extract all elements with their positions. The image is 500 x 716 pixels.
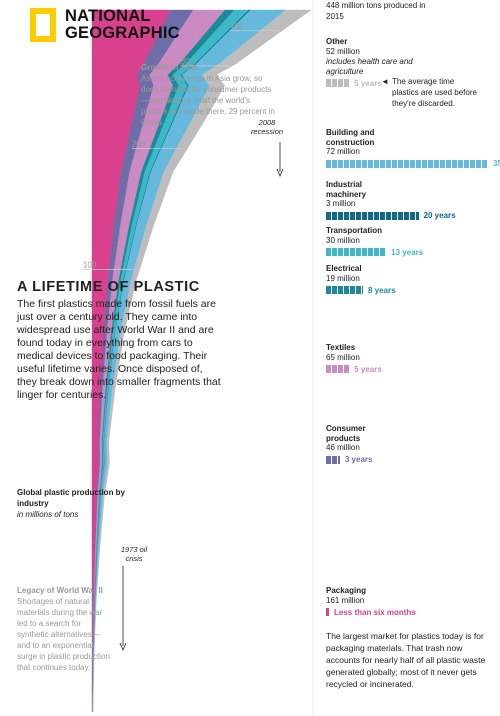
ww2-note-title: Legacy of World War II (17, 586, 103, 595)
legend-name: Packaging (326, 586, 367, 595)
legend-consumer-products: Consumer products 46 million 3 years (326, 424, 388, 464)
lifetime-label: 5 years (354, 78, 382, 88)
asia-note: Growth in Asia As the economies in Asia … (141, 62, 276, 128)
legend-value: 19 million (326, 273, 360, 283)
lifetime-bar (326, 248, 387, 256)
lifetime-bar (326, 365, 350, 373)
nat-geo-logo: NATIONAL GEOGRAPHIC (30, 8, 180, 42)
legend-note: includes health care and agriculture (326, 56, 413, 76)
lifetime-label: 8 years (368, 285, 396, 295)
lifetime-bar (326, 286, 364, 294)
legend-value: 30 million (326, 235, 360, 245)
lifetime-label: 5 years (354, 364, 382, 374)
legend-name: Transportation (326, 226, 383, 235)
chart-label-units: in millions of tons (17, 510, 79, 519)
tick-label-300: 300 (181, 57, 195, 66)
lifetime-bar (326, 79, 350, 87)
legend-value: 46 million (326, 443, 360, 452)
oil-crisis-annotation: 1973 oil crisis (120, 545, 148, 563)
lifetime-label: 3 years (344, 455, 373, 464)
legend-value: 52 million (326, 46, 360, 56)
lifetime-bar (326, 608, 329, 616)
recession-annotation: 2008 recession (250, 118, 284, 136)
legend-name: Industrial machinery (326, 180, 367, 199)
legend-name: Building and construction (326, 128, 375, 147)
ww2-note-body: Shortages of natural materials during th… (17, 597, 110, 672)
packaging-footnote: The largest market for plastics today is… (326, 631, 486, 689)
tick-label-100: 100 (83, 261, 97, 270)
legend-textiles: Textiles 65 million 5 years (326, 343, 436, 374)
total-annotation: 448 million tons produced in 2015 (326, 1, 426, 21)
logo-line-1: NATIONAL (65, 7, 151, 25)
lifetime-note: ◄ The average time plastics are used bef… (381, 76, 482, 109)
lifetime-label: 35 years (493, 159, 500, 168)
legend-name: Textiles (326, 343, 356, 352)
tick-label-400: 400 (230, 22, 244, 31)
intro-text: The first plastics made from fossil fuel… (17, 298, 221, 401)
legend-packaging: Packaging 161 million Less than six months (326, 586, 436, 617)
legend-value: 3 million (326, 199, 356, 208)
legend-value: 65 million (326, 352, 360, 362)
main-title: A LIFETIME OF PLASTIC (17, 279, 200, 295)
chart-label: Global plastic production by industry in… (17, 487, 127, 520)
legend-industrial-machinery: Industrial machinery 3 million 20 years (326, 180, 456, 220)
legend-value: 72 million (326, 147, 360, 156)
oil-crisis-arrowhead-icon (119, 642, 127, 652)
recession-arrowhead-icon (276, 168, 284, 178)
asia-note-title: Growth in Asia (141, 63, 198, 72)
logo-line-2: GEOGRAPHIC (65, 24, 180, 42)
chart-label-title: Global plastic production by industry (17, 488, 126, 508)
yellow-border-logo-icon (30, 8, 56, 42)
lifetime-label: 20 years (423, 211, 456, 220)
tick-label-200: 200 (132, 140, 146, 149)
area-other (92, 9, 312, 713)
legend-name: Consumer products (326, 424, 366, 443)
ww2-note: Legacy of World War II Shortages of natu… (17, 585, 113, 673)
lifetime-bar (326, 211, 419, 220)
pointer-left-icon: ◄ (381, 77, 389, 86)
legend-transportation: Transportation 30 million 13 years (326, 226, 423, 257)
legend-value: 161 million (326, 595, 365, 605)
lifetime-label: Less than six months (334, 607, 416, 617)
lifetime-note-text: The average time plastics are used befor… (392, 77, 477, 108)
legend-name: Other (326, 37, 348, 46)
lifetime-bar (326, 455, 340, 464)
legend-name: Electrical (326, 264, 362, 273)
lifetime-label: 13 years (391, 247, 424, 257)
lifetime-bar (326, 159, 488, 168)
legend-other: Other 52 million includes health care and … (326, 37, 436, 88)
legend-electrical: Electrical 19 million 8 years (326, 264, 436, 295)
asia-note-body: As the economies in Asia grow, so does d… (141, 74, 275, 127)
